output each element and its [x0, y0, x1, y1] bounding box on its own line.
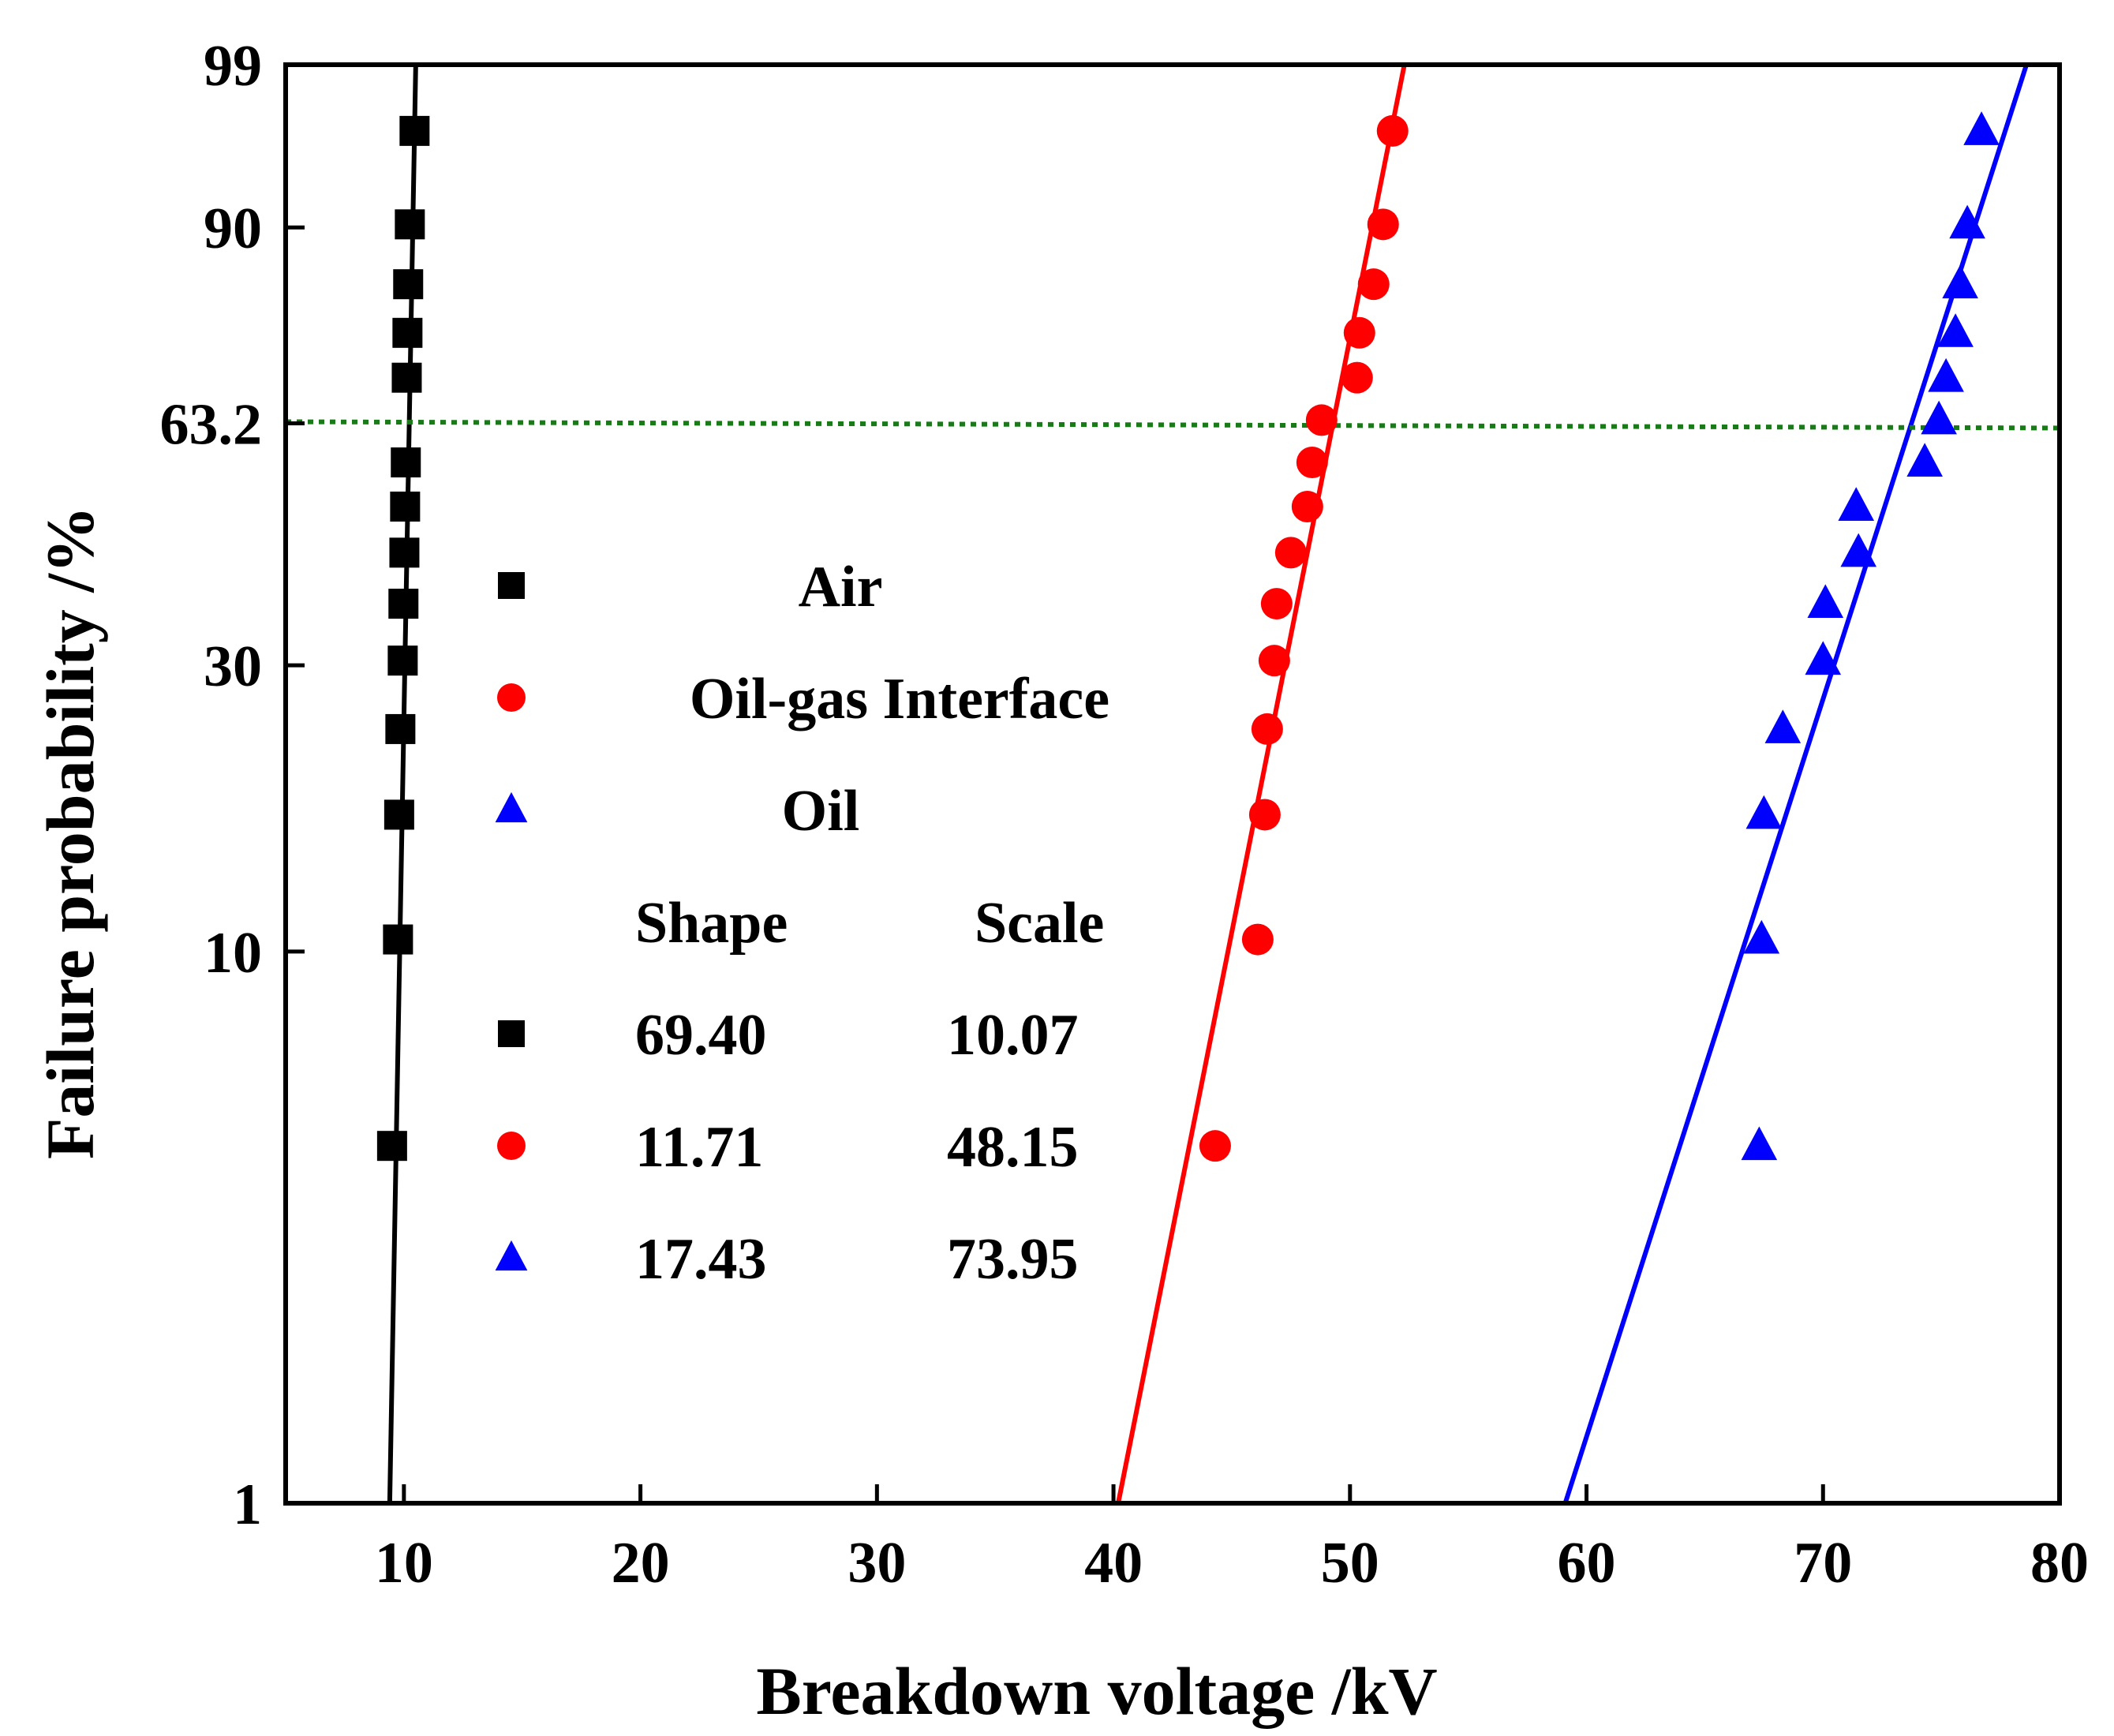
x-tick-label: 30 — [847, 1531, 906, 1596]
fit-line-air — [387, 64, 418, 1504]
data-point-oil-gas — [1260, 588, 1293, 620]
legend-symbol-stats-oil — [495, 1240, 528, 1271]
data-point-oil-gas — [1258, 645, 1290, 677]
data-point-oil-gas — [1343, 316, 1375, 349]
data-point-air — [393, 269, 424, 300]
data-point-oil-gas — [1296, 447, 1328, 479]
data-point-air — [383, 924, 413, 955]
data-points — [376, 111, 2000, 1162]
x-axis-ticks: 10 20 30 40 50 60 70 80 — [375, 1484, 2089, 1596]
x-tick-label: 50 — [1321, 1531, 1379, 1596]
legend-shape-air: 69.40 — [635, 1003, 767, 1068]
legend-symbols — [495, 572, 528, 1271]
data-point-oil — [1942, 264, 1978, 299]
data-point-oil-gas — [1376, 114, 1409, 147]
x-tick-label: 10 — [375, 1531, 433, 1596]
legend-label-air: Air — [799, 555, 883, 619]
data-point-oil-gas — [1291, 490, 1323, 522]
legend-scale-oil: 73.95 — [947, 1227, 1079, 1292]
y-tick-label: 90 — [204, 196, 262, 261]
legend-symbol-stats-oil-gas — [497, 1132, 526, 1160]
data-point-oil — [1928, 357, 1964, 392]
data-point-air — [385, 713, 416, 744]
fit-lines — [387, 64, 2029, 1504]
data-point-oil-gas — [1199, 1130, 1231, 1162]
data-point-air — [376, 1131, 407, 1162]
x-tick-label: 20 — [612, 1531, 670, 1596]
data-point-oil-gas — [1251, 713, 1283, 745]
y-tick-label: 99 — [204, 34, 262, 99]
data-point-oil — [1741, 1126, 1778, 1161]
data-point-oil — [1949, 204, 1985, 239]
fit-line-oil-gas — [1116, 64, 1407, 1504]
legend-header-scale: Scale — [975, 891, 1104, 956]
data-point-oil-gas — [1241, 923, 1274, 956]
data-point-air — [390, 491, 421, 522]
data-point-air — [387, 645, 418, 676]
legend-symbol-oil — [495, 791, 528, 823]
data-point-oil-gas — [1367, 208, 1399, 241]
y-tick-label: 63.2 — [160, 392, 263, 457]
y-tick-label: 10 — [204, 921, 262, 986]
data-point-oil — [1921, 400, 1957, 435]
data-point-oil-gas — [1341, 361, 1373, 394]
legend: Air Oil-gas Interface Oil Shape Scale 69… — [495, 555, 1109, 1292]
legend-label-oil: Oil — [782, 779, 860, 844]
data-point-oil-gas — [1274, 537, 1307, 569]
data-point-oil-gas — [1357, 268, 1390, 301]
data-point-oil — [1743, 919, 1780, 954]
legend-symbol-air — [498, 572, 525, 599]
legend-symbol-stats-air — [498, 1020, 525, 1047]
legend-shape-oil: 17.43 — [635, 1227, 767, 1292]
legend-label-oil-gas: Oil-gas Interface — [690, 667, 1109, 731]
legend-shape-oil-gas: 11.71 — [635, 1115, 763, 1180]
data-point-air — [388, 589, 419, 619]
x-tick-label: 60 — [1558, 1531, 1616, 1596]
data-point-air — [391, 362, 422, 393]
data-point-oil-gas — [1305, 404, 1338, 436]
data-point-air — [395, 209, 425, 240]
data-point-air — [391, 447, 421, 478]
legend-scale-oil-gas: 48.15 — [947, 1115, 1079, 1180]
x-axis-title: Breakdown voltage /kV — [756, 1653, 1437, 1729]
plot-frame — [283, 62, 2062, 1506]
fit-line-oil — [1562, 64, 2029, 1504]
reference-line-layer — [285, 419, 2060, 431]
data-point-oil — [1745, 795, 1783, 829]
legend-header-shape: Shape — [635, 891, 788, 956]
data-point-air — [399, 115, 430, 146]
data-point-oil — [1764, 709, 1802, 743]
data-point-oil-gas — [1248, 799, 1281, 831]
data-point-oil — [1805, 641, 1842, 675]
y-tick-label: 1 — [233, 1472, 262, 1537]
x-tick-label: 70 — [1794, 1531, 1852, 1596]
x-tick-label: 40 — [1084, 1531, 1143, 1596]
x-tick-label: 80 — [2030, 1531, 2089, 1596]
data-point-oil — [1937, 313, 1974, 347]
data-point-oil — [1963, 111, 2000, 145]
y-tick-label: 30 — [204, 634, 262, 699]
legend-scale-air: 10.07 — [947, 1003, 1079, 1068]
data-point-air — [392, 317, 423, 348]
data-point-air — [389, 537, 420, 568]
reference-line-63-2 — [285, 419, 2060, 431]
data-point-oil — [1807, 584, 1844, 619]
data-point-oil — [1906, 443, 1943, 477]
y-axis-ticks: 1 10 30 63.2 90 99 — [160, 34, 305, 1537]
y-axis-title: Failure probability /% — [32, 506, 108, 1159]
legend-symbol-oil-gas — [497, 683, 526, 712]
data-point-air — [384, 799, 414, 830]
data-point-oil — [1840, 533, 1877, 567]
data-point-oil — [1838, 487, 1875, 521]
